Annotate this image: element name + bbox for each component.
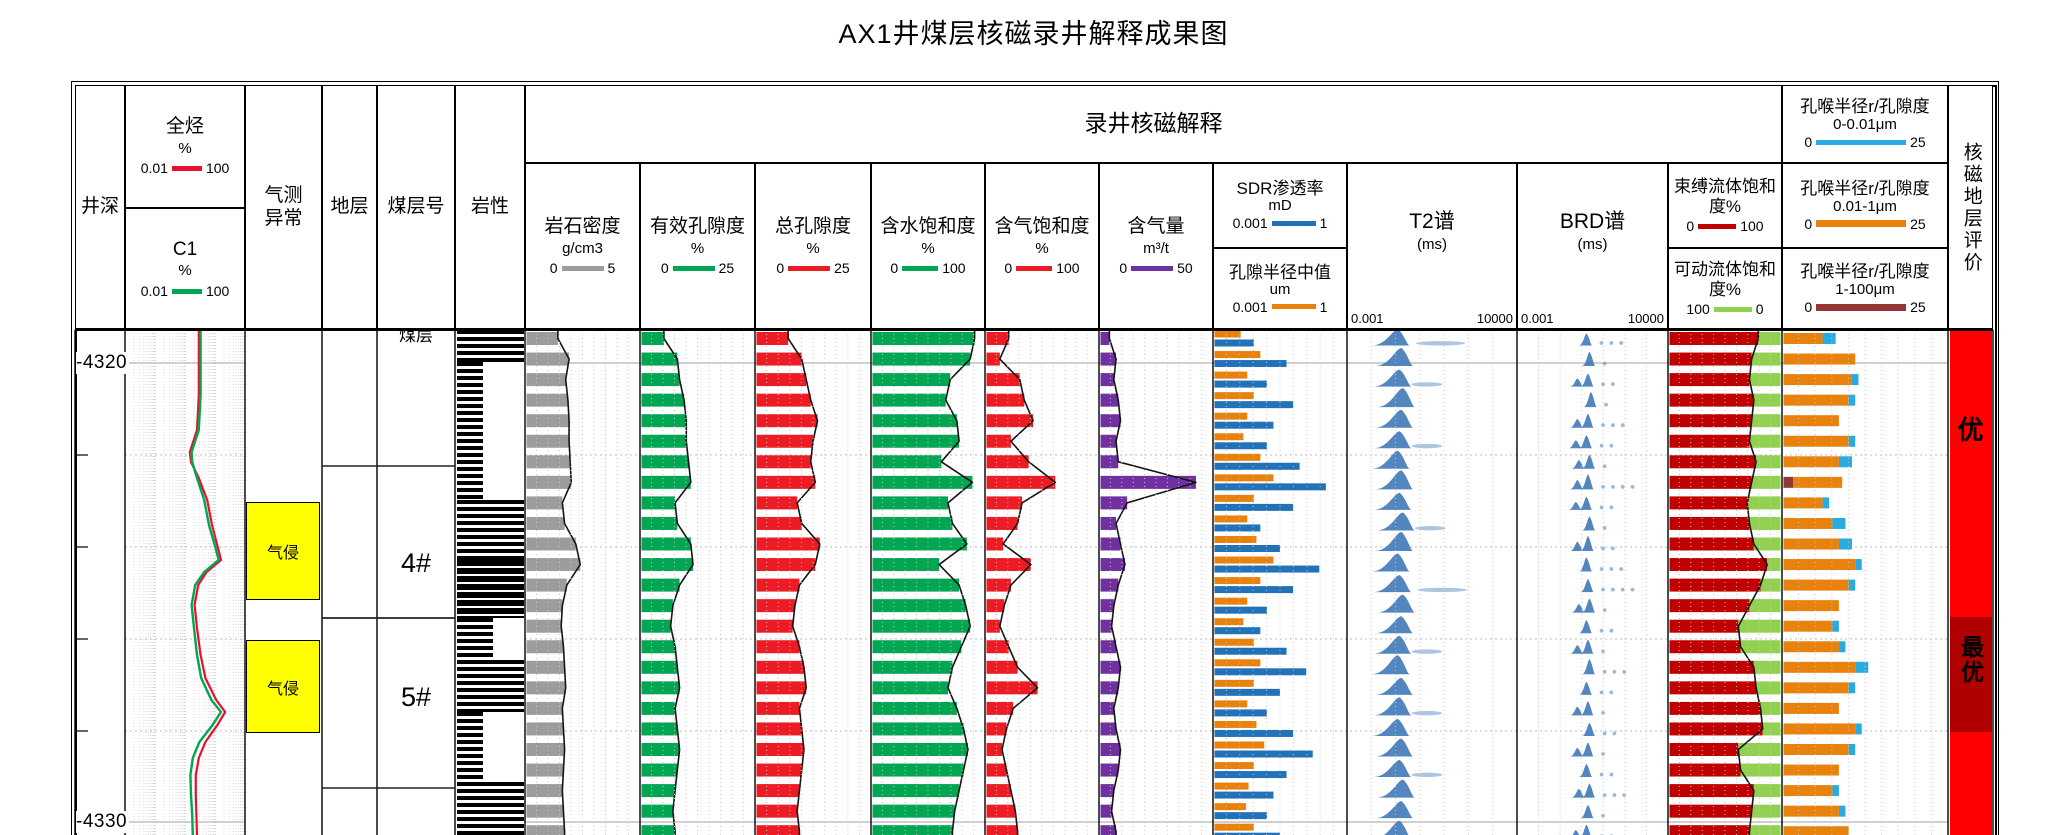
header-gas-anomaly: 气测异常 — [245, 85, 322, 330]
header-movable-fluid: 可动流体饱和度% 100 0 — [1668, 248, 1782, 330]
track-effective-porosity — [641, 330, 694, 835]
track-brd-spectrum — [1568, 333, 1635, 835]
density-scale-bar — [561, 266, 604, 272]
lithology-segment — [456, 782, 524, 835]
header-sdr-permeability: SDR渗透率 mD 0.001 1 — [1213, 163, 1347, 248]
eval-label: 最优 — [1957, 635, 1984, 685]
header-formation: 地层 — [322, 85, 377, 330]
tot-por-scale-bar — [788, 266, 831, 272]
lithology-segment — [456, 500, 524, 560]
header-brd-spectrum: BRD谱 (ms) 0.001 10000 — [1517, 163, 1668, 330]
track-water-saturation — [872, 330, 976, 835]
throat3-scale-bar — [1816, 303, 1907, 311]
lithology-segment — [456, 330, 524, 362]
gas-invasion-label: 气侵 — [266, 680, 299, 698]
header-seam-number: 煤层号 — [377, 85, 455, 330]
header-gas-saturation: 含气饱和度 % 0 100 — [985, 163, 1099, 330]
depth-label: -4320 — [76, 352, 130, 374]
sg-scale-bar — [1016, 266, 1053, 272]
header-total-hydrocarbon: 全烃 % 0.01 100 — [125, 85, 245, 208]
table-outer-frame — [71, 81, 1999, 835]
track-t2-spectrum — [1371, 329, 1467, 835]
throat1-scale-bar — [1816, 139, 1907, 145]
header-t2-spectrum: T2谱 (ms) 0.001 10000 — [1347, 163, 1517, 330]
eff-por-scale-bar — [672, 266, 715, 272]
lithology-segment — [456, 712, 484, 782]
header-bound-fluid: 束缚流体饱和度% 0 100 — [1668, 163, 1782, 248]
header-throat-0-001um: 孔喉半径r/孔隙度 0-0.01μm 0 25 — [1782, 85, 1948, 163]
depth-label: -4330 — [76, 811, 130, 833]
header-nmr-group: 录井核磁解释 — [525, 85, 1782, 163]
pore-median-scale-bar — [1271, 304, 1316, 310]
lithology-segment — [456, 362, 484, 500]
qt-scale-bar — [171, 166, 202, 172]
throat2-scale-bar — [1816, 220, 1907, 228]
header-bottom-rule — [75, 328, 1993, 331]
c1-scale-bar — [171, 288, 202, 294]
movable-scale-bar — [1713, 307, 1752, 313]
track-sdr-pore-median — [1214, 330, 1326, 835]
track-rock-density — [526, 330, 582, 835]
lithology-segment — [456, 660, 524, 712]
bound-scale-bar — [1698, 223, 1737, 229]
header-effective-porosity: 有效孔隙度 % 0 25 — [640, 163, 755, 330]
coal-seam-label-4: 4# — [400, 548, 432, 578]
header-pore-radius-median: 孔隙半径中值 um 0.001 1 — [1213, 248, 1347, 330]
page-title: AX1井煤层核磁录井解释成果图 — [838, 19, 1229, 49]
lithology-column — [456, 330, 524, 835]
header-lithology: 岩性 — [455, 85, 525, 330]
sw-scale-bar — [902, 266, 939, 272]
header-well-depth: 井深 — [75, 85, 125, 330]
gas-invasion-zone: 气侵 — [246, 640, 320, 733]
sdr-scale-bar — [1271, 220, 1316, 226]
clipped-seam-label: 煤层 — [399, 330, 433, 343]
eval-zone-excellent — [1949, 732, 1992, 835]
lithology-segment — [456, 618, 494, 660]
header-throat-001-1um: 孔喉半径r/孔隙度 0.01-1μm 0 25 — [1782, 163, 1948, 248]
header-water-saturation: 含水饱和度 % 0 100 — [871, 163, 985, 330]
track-gas-saturation — [986, 330, 1057, 835]
eval-zone-best: 最优 — [1949, 617, 1992, 732]
header-nmr-evaluation: 核磁地层评价 — [1948, 85, 1993, 330]
lithology-segment — [456, 560, 524, 618]
eval-label: 优 — [1957, 415, 1984, 445]
gas-invasion-label: 气侵 — [266, 545, 299, 562]
gas-curve-track — [133, 330, 245, 835]
header-total-porosity: 总孔隙度 % 0 25 — [755, 163, 871, 330]
header-gas-content: 含气量 m³/t 0 50 — [1099, 163, 1213, 330]
eval-zone-excellent: 优 — [1949, 330, 1992, 617]
track-pore-throat — [1783, 333, 1869, 835]
coal-seam-label-5: 5# — [400, 682, 432, 712]
gc-scale-bar — [1131, 266, 1174, 272]
header-c1: C1 % 0.01 100 — [125, 208, 245, 330]
header-throat-1-100um: 孔喉半径r/孔隙度 1-100μm 0 25 — [1782, 248, 1948, 330]
track-total-porosity — [756, 330, 821, 835]
gas-invasion-zone: 气侵 — [246, 502, 320, 600]
track-gas-content — [1100, 330, 1197, 835]
